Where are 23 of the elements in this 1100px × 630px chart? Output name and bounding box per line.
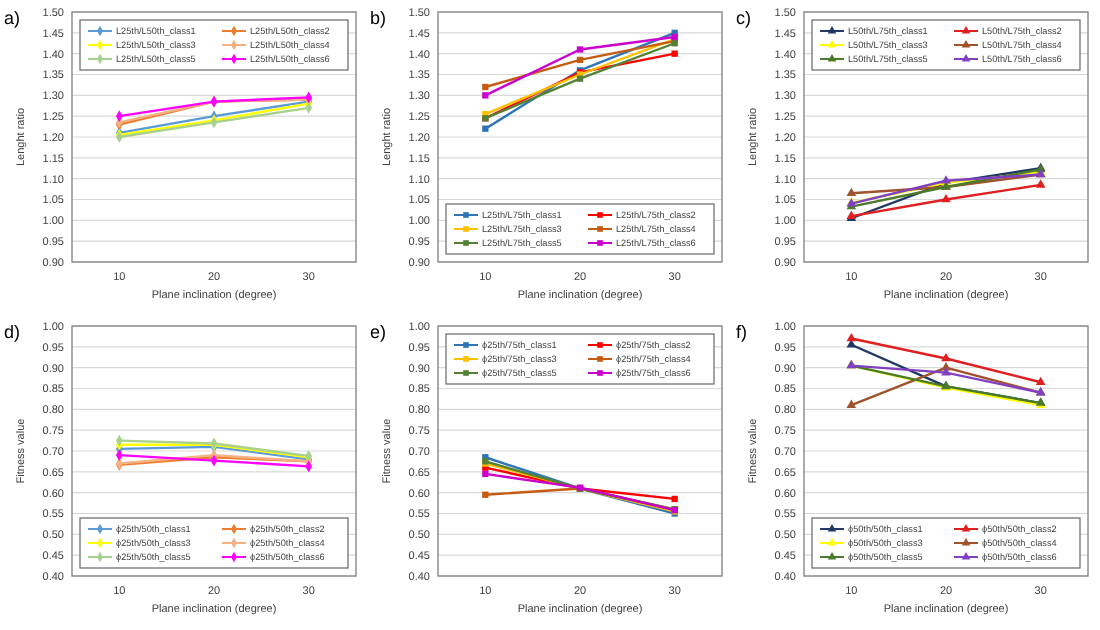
point: [1035, 376, 1046, 386]
point: [846, 399, 857, 408]
point: [671, 495, 678, 503]
point: [482, 491, 489, 498]
point: [482, 125, 489, 132]
chart-title: c): [736, 8, 751, 28]
point: [846, 332, 857, 342]
chart-title: b): [370, 8, 387, 28]
point: [576, 46, 584, 53]
point: [941, 352, 951, 362]
point: [941, 193, 951, 203]
point: [482, 470, 489, 478]
point: [941, 367, 951, 376]
point: [1035, 179, 1046, 188]
chart-title: f): [736, 322, 747, 342]
point: [482, 92, 489, 99]
chart-title: e): [370, 322, 387, 342]
chart-title: d): [4, 322, 21, 342]
point: [846, 187, 857, 197]
point: [576, 56, 584, 64]
point: [671, 50, 678, 57]
point: [482, 83, 489, 91]
chart-title: a): [4, 8, 21, 28]
